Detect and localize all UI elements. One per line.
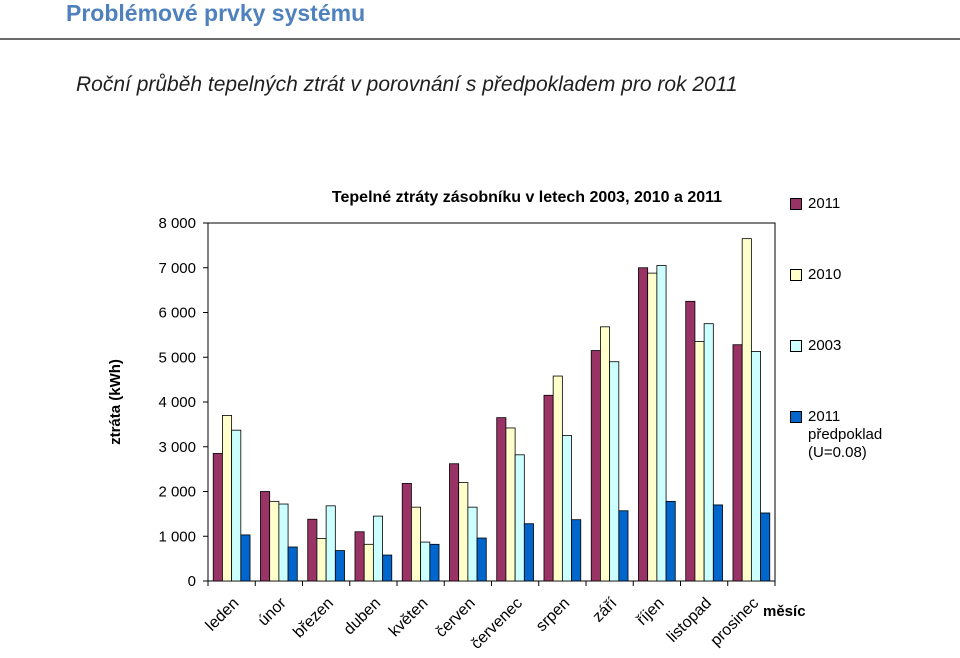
legend-label: 2011 [808,195,841,212]
legend-item-2010: 2010 [790,266,841,284]
x-axis-title: měsíc [763,603,806,620]
bar-2003-1 [278,503,289,582]
y-axis-title: ztráta (kWh) [107,359,124,445]
y-tick-label: 4 000 [158,394,196,411]
x-tick-label: květen [386,595,431,640]
plot-area: 0 1 000 2 000 3 000 4 000 5 000 6 000 7 000 8 00… [158,215,776,653]
bar-2010-11 [741,238,752,582]
bar-2003-3 [372,515,383,582]
page-subtitle: Roční průběh tepelných ztrát v porovnání… [76,73,738,96]
x-tick-label: únor [255,594,290,629]
bar-2011-8 [590,350,601,582]
bar-2011-5 [449,463,460,582]
y-tick-label: 7 000 [158,260,196,277]
bar-2003-2 [325,505,336,582]
bar-2011-7 [543,394,554,582]
title-divider [0,38,960,40]
bar-2010-9 [647,272,658,582]
bar-2011-0 [212,453,223,582]
bar-2003-9 [656,265,667,582]
bar-2011-p-edpoklad-U-0-08--0 [240,534,251,582]
bar-2010-0 [222,415,233,582]
bar-2010-2 [316,538,327,582]
bar-2011-p-edpoklad-U-0-08--3 [382,554,393,582]
bar-2003-10 [703,323,714,582]
bar-2010-6 [505,427,516,582]
x-tick-label: prosinec [707,595,762,650]
y-tick-label: 3 000 [158,439,196,456]
bar-2003-7 [561,435,572,582]
bar-2010-10 [694,341,705,582]
bar-2011-p-edpoklad-U-0-08--10 [712,504,723,582]
bar-2011-p-edpoklad-U-0-08--2 [334,550,345,582]
bar-2011-3 [354,531,365,582]
y-tick-label: 2 000 [158,484,196,501]
x-tick-label: srpen [533,595,573,635]
bar-2003-0 [231,429,242,582]
page-title: Problémové prvky systému [66,0,366,26]
bar-2003-8 [609,361,620,582]
x-tick-label: červen [433,595,479,641]
y-tick-label: 0 [188,573,196,590]
x-tick-label: duben [341,595,384,638]
bar-2011-p-edpoklad-U-0-08--8 [618,510,629,582]
bar-2010-5 [458,482,469,582]
bar-2010-8 [600,326,611,582]
legend-item-2003: 2003 [790,337,841,355]
bar-2010-7 [552,375,563,582]
y-tick-label: 8 000 [158,215,196,232]
x-tick-label: červenec [468,595,526,653]
legend-item-2011-predpoklad: 2011 předpoklad (U=0.08) [790,408,908,462]
legend-label: 2003 [808,337,842,354]
bar-2003-4 [420,541,431,582]
x-tick-label: březen [290,595,337,642]
bar-2011-4 [401,483,412,582]
bar-2011-p-edpoklad-U-0-08--11 [760,512,771,582]
bar-2011-10 [685,300,696,582]
bar-2003-5 [467,506,478,582]
bar-2003-11 [750,351,761,582]
legend-swatch-2011 [790,198,802,210]
x-tick-label: leden [203,595,243,635]
chart-title: Tepelné ztráty zásobníku v letech 2003, … [332,189,722,206]
bar-2011-p-edpoklad-U-0-08--6 [523,523,534,582]
y-tick-label: 5 000 [158,349,196,366]
legend-swatch-2011-predpoklad [790,411,802,423]
bar-2011-1 [260,491,271,582]
legend-label: 2011 předpoklad (U=0.08) [808,408,883,461]
bar-2011-6 [496,417,507,582]
y-tick-label: 1 000 [158,528,196,545]
bar-2011-11 [732,344,743,582]
bar-2011-p-edpoklad-U-0-08--1 [287,546,298,582]
legend-item-2011: 2011 [790,195,840,213]
bar-2011-p-edpoklad-U-0-08--9 [665,500,676,582]
bar-2011-p-edpoklad-U-0-08--4 [429,543,440,582]
bar-2011-p-edpoklad-U-0-08--5 [476,537,487,582]
legend-swatch-2010 [790,269,802,281]
x-tick-label: září [590,594,621,625]
x-tick-label: říjen [634,595,668,629]
legend-label: 2010 [808,266,842,283]
bar-2010-4 [411,506,422,582]
y-tick-label: 6 000 [158,305,196,322]
bar-2003-6 [514,454,525,582]
bar-2011-9 [638,267,649,582]
bar-2010-3 [363,543,374,582]
bar-2011-2 [307,518,318,582]
bar-2011-p-edpoklad-U-0-08--7 [571,519,582,582]
bar-2010-1 [269,500,280,582]
legend-swatch-2003 [790,340,802,352]
